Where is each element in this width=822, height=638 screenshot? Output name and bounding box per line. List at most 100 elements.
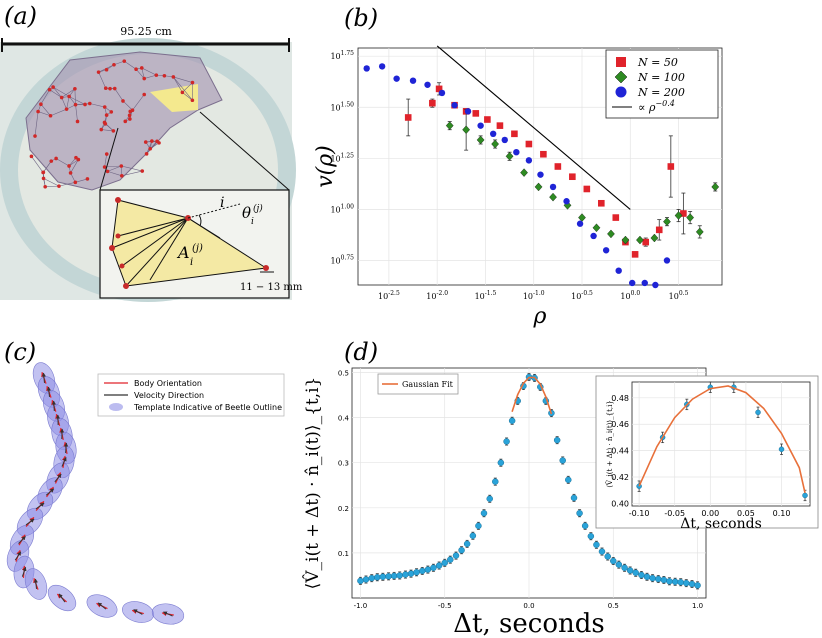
x-tick-label: 10-2.0 bbox=[426, 290, 448, 301]
data-point bbox=[419, 567, 426, 575]
mesh-edge bbox=[141, 67, 157, 76]
beetle-dot bbox=[119, 164, 124, 168]
beetle-dot bbox=[102, 105, 107, 109]
highlight-cell bbox=[150, 84, 198, 112]
point-n200 bbox=[549, 183, 557, 191]
beetle-dot bbox=[87, 101, 92, 106]
point-n200 bbox=[641, 279, 648, 287]
data-point bbox=[632, 569, 639, 576]
svg-text:(j): (j) bbox=[253, 203, 263, 214]
data-point bbox=[688, 580, 696, 588]
beetle-track bbox=[6, 362, 185, 625]
point-n200 bbox=[602, 247, 610, 254]
panel-label-b: (b) bbox=[344, 4, 378, 32]
mesh-edge bbox=[132, 94, 145, 111]
legend-swatch bbox=[616, 57, 626, 67]
beetle-dot bbox=[123, 119, 128, 124]
beetle-dot bbox=[96, 70, 101, 74]
legend-label: N = 50 bbox=[637, 56, 678, 69]
point-n50 bbox=[655, 226, 663, 234]
y-tick-label: 0.48 bbox=[611, 394, 629, 403]
y-axis-label: ⟨V̂_i(t + Δt) · n̂_i(t)⟩_{t,i} bbox=[605, 400, 614, 488]
x-tick-label: 10-0.5 bbox=[571, 290, 593, 301]
beetle-dot bbox=[54, 156, 58, 161]
point-n200 bbox=[409, 77, 417, 84]
mesh-edge bbox=[58, 182, 76, 187]
beetle-dot bbox=[190, 80, 195, 85]
data-point bbox=[385, 573, 392, 580]
legend-label: N = 100 bbox=[637, 71, 685, 84]
y-tick-label: 101.00 bbox=[330, 203, 354, 214]
y-axis-label: v(ρ) bbox=[313, 145, 338, 188]
point-n50 bbox=[667, 163, 675, 170]
data-point bbox=[435, 562, 443, 569]
point-n200 bbox=[424, 81, 431, 88]
point-n50 bbox=[631, 251, 639, 258]
mesh-edge bbox=[104, 165, 122, 168]
data-point bbox=[587, 532, 595, 540]
mesh-edge bbox=[113, 60, 125, 66]
point-n50 bbox=[642, 238, 650, 246]
data-point bbox=[694, 582, 701, 589]
point-n100 bbox=[695, 227, 704, 237]
mesh-edge bbox=[68, 159, 79, 167]
beetle-dot bbox=[143, 140, 148, 144]
beetle-dot bbox=[139, 66, 144, 70]
data-point bbox=[643, 573, 651, 581]
beetle-dot bbox=[130, 108, 135, 113]
data-point bbox=[802, 492, 808, 499]
point-n100 bbox=[650, 233, 659, 243]
point-n200 bbox=[393, 75, 400, 82]
point-n100 bbox=[621, 235, 630, 245]
beetle-dot bbox=[67, 164, 71, 168]
legend-label: N = 200 bbox=[637, 86, 685, 99]
beetle-dot bbox=[74, 155, 78, 160]
velocity-arrow bbox=[58, 593, 66, 603]
beetle-dot bbox=[104, 67, 109, 72]
svg-text:(j): (j) bbox=[192, 243, 203, 254]
data-point bbox=[480, 509, 488, 517]
data-point bbox=[565, 476, 572, 484]
point-n50 bbox=[525, 140, 533, 148]
beetle-dot bbox=[142, 76, 147, 81]
data-point bbox=[683, 579, 690, 587]
data-point bbox=[424, 566, 432, 573]
point-n200 bbox=[590, 232, 597, 240]
x-tick-label: -1.0 bbox=[354, 602, 368, 610]
mesh-edge bbox=[70, 159, 79, 174]
x-tick-label: 10-2.5 bbox=[378, 290, 400, 301]
mesh-edge bbox=[182, 92, 193, 101]
velocity-arrow bbox=[45, 488, 55, 496]
mesh-edge bbox=[98, 72, 107, 89]
x-tick-label: 0.10 bbox=[773, 509, 791, 518]
point-n100 bbox=[663, 217, 671, 226]
data-point bbox=[486, 495, 493, 503]
x-tick-label: 10-1.5 bbox=[475, 290, 497, 301]
mesh-edge bbox=[104, 154, 108, 168]
mesh-edge bbox=[101, 129, 114, 132]
mesh-edge bbox=[40, 104, 51, 116]
point-n50 bbox=[540, 150, 547, 158]
panel-label-d: (d) bbox=[344, 338, 378, 366]
point-n200 bbox=[378, 63, 386, 70]
beetle-dot bbox=[29, 154, 34, 159]
beetle-dot bbox=[68, 171, 73, 175]
point-n200 bbox=[451, 102, 458, 109]
inset-edges bbox=[111, 199, 268, 287]
mesh-edge bbox=[69, 96, 86, 105]
beetle-dot bbox=[148, 146, 153, 151]
beetle-dot bbox=[112, 62, 116, 67]
legend-template-swatch bbox=[109, 403, 123, 411]
point-n100 bbox=[636, 235, 644, 245]
point-n50 bbox=[472, 110, 480, 117]
data-point bbox=[610, 557, 617, 565]
mesh-edge bbox=[173, 76, 193, 83]
data-point bbox=[570, 494, 578, 502]
data-point bbox=[615, 561, 623, 568]
point-n100 bbox=[476, 135, 485, 145]
x-tick-label: -0.5 bbox=[438, 602, 452, 610]
beetle-markers bbox=[29, 59, 195, 189]
data-point bbox=[660, 576, 668, 584]
beetle-dot bbox=[112, 86, 117, 91]
